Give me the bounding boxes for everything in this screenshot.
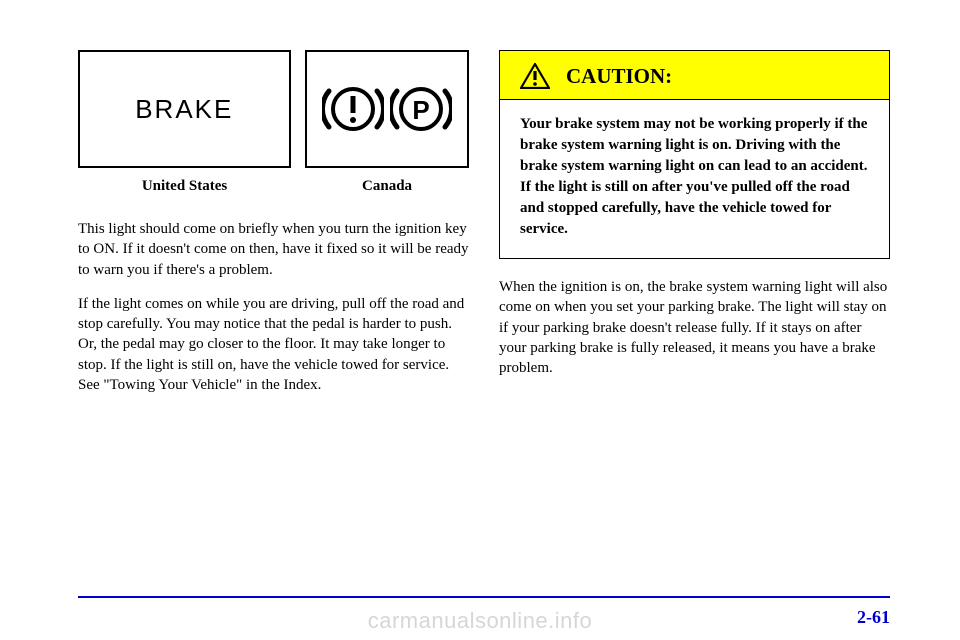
symbol-caption-row: United States Canada <box>78 178 469 195</box>
brake-text: BRAKE <box>135 94 233 125</box>
caution-body: Your brake system may not be working pro… <box>500 100 889 258</box>
left-column: BRAKE P <box>78 50 469 409</box>
parking-brake-icon: P <box>390 80 452 138</box>
brake-symbol-ca: P <box>305 50 469 168</box>
svg-text:P: P <box>412 95 429 125</box>
footer-rule <box>78 596 890 599</box>
body-para: This light should come on briefly when y… <box>78 219 469 280</box>
body-para: If the light comes on while you are driv… <box>78 294 469 395</box>
caution-box: CAUTION: Your brake system may not be wo… <box>499 50 890 259</box>
brake-symbol-us: BRAKE <box>78 50 291 168</box>
caution-header: CAUTION: <box>500 51 889 100</box>
watermark-text: carmanualsonline.info <box>368 608 593 634</box>
page-number: 2-61 <box>857 607 890 628</box>
caution-triangle-icon <box>520 63 550 89</box>
ca-caption: Canada <box>305 178 469 195</box>
right-column: CAUTION: Your brake system may not be wo… <box>499 50 890 409</box>
body-para: When the ignition is on, the brake syste… <box>499 277 890 378</box>
warning-brake-icon <box>322 80 384 138</box>
us-caption: United States <box>78 178 291 195</box>
caution-title: CAUTION: <box>566 64 672 89</box>
symbol-row: BRAKE P <box>78 50 469 168</box>
